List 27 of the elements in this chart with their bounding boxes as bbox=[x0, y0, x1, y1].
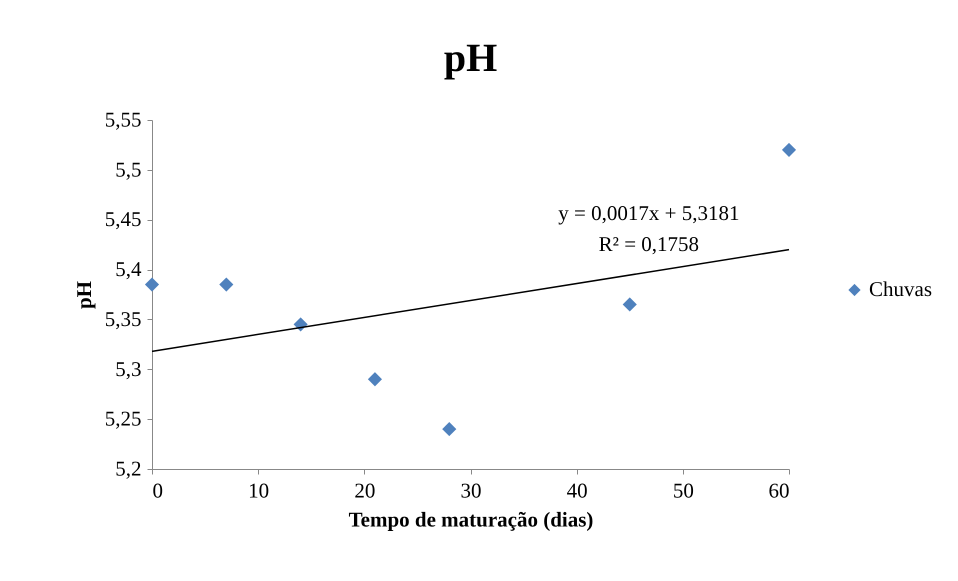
x-tick-label: 20 bbox=[354, 478, 376, 502]
y-tick-label: 5,55 bbox=[104, 108, 142, 132]
point bbox=[442, 422, 456, 436]
y-tick-label: 5,4 bbox=[115, 257, 142, 282]
y-tick-label: 5,45 bbox=[104, 207, 142, 232]
x-tick-label: 60 bbox=[768, 478, 790, 502]
point bbox=[782, 142, 796, 157]
point bbox=[622, 297, 637, 312]
y-axis-title: pH bbox=[72, 280, 96, 310]
x-tick-label: 10 bbox=[248, 478, 270, 502]
x-tick-label: 30 bbox=[460, 478, 482, 502]
y-tick-label: 5,25 bbox=[104, 406, 142, 431]
x-tick-label: 50 bbox=[672, 478, 694, 502]
point bbox=[219, 277, 234, 292]
point bbox=[368, 372, 382, 386]
chart-title: pH bbox=[444, 35, 498, 80]
y-tick-label: 5,3 bbox=[115, 356, 142, 381]
y-tick-label: 5,5 bbox=[115, 157, 142, 182]
annotation: y = 0,0017x + 5,3181 bbox=[558, 201, 740, 226]
legend-label: Chuvas bbox=[869, 277, 932, 301]
annotation: R² = 0,1758 bbox=[598, 232, 700, 256]
x-tick-label: 40 bbox=[566, 478, 588, 502]
y-tick-label: 5,2 bbox=[115, 456, 142, 480]
point bbox=[144, 277, 160, 292]
y-tick-label: 5,35 bbox=[104, 306, 142, 331]
x-tick-label: 0 bbox=[152, 478, 163, 502]
x-axis-title: Tempo de maturação (dias) bbox=[348, 508, 594, 532]
